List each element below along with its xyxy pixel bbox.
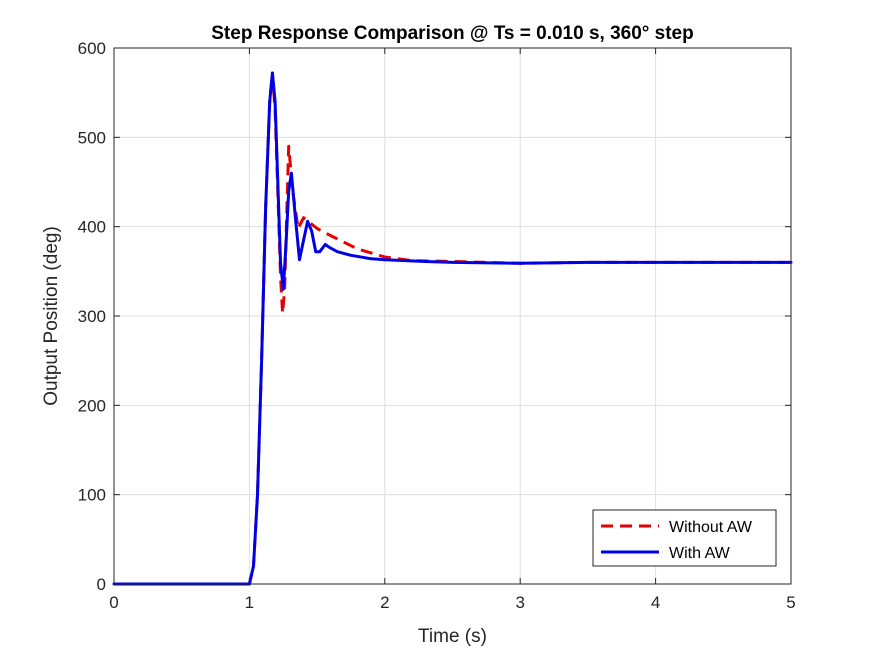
x-tick-label: 5 [786,593,795,612]
chart-title: Step Response Comparison @ Ts = 0.010 s,… [211,23,693,44]
y-tick-label: 300 [78,307,106,326]
y-tick-label: 200 [78,396,106,415]
y-tick-label: 600 [78,39,106,58]
legend-label-with-aw: With AW [669,545,731,562]
x-tick-label: 2 [380,593,389,612]
y-tick-label: 100 [78,486,106,505]
y-tick-label: 0 [97,575,106,594]
legend: Without AW With AW [592,509,777,567]
axis-ticks [113,47,792,585]
x-axis-label: Time (s) [418,626,487,647]
x-tick-label: 4 [651,593,660,612]
y-tick-label: 400 [78,218,106,237]
data-series [112,71,793,586]
x-tick-label: 0 [109,593,118,612]
y-axis-label: Output Position (deg) [41,226,62,406]
legend-label-without-aw: Without AW [669,519,753,536]
x-tick-label: 1 [245,593,254,612]
series-line-with-aw [112,71,793,586]
legend-box [592,509,777,567]
tick-labels: 0 1 2 3 4 5 0 100 200 300 400 500 600 [78,39,796,612]
x-tick-label: 3 [515,593,524,612]
y-tick-label: 500 [78,128,106,147]
